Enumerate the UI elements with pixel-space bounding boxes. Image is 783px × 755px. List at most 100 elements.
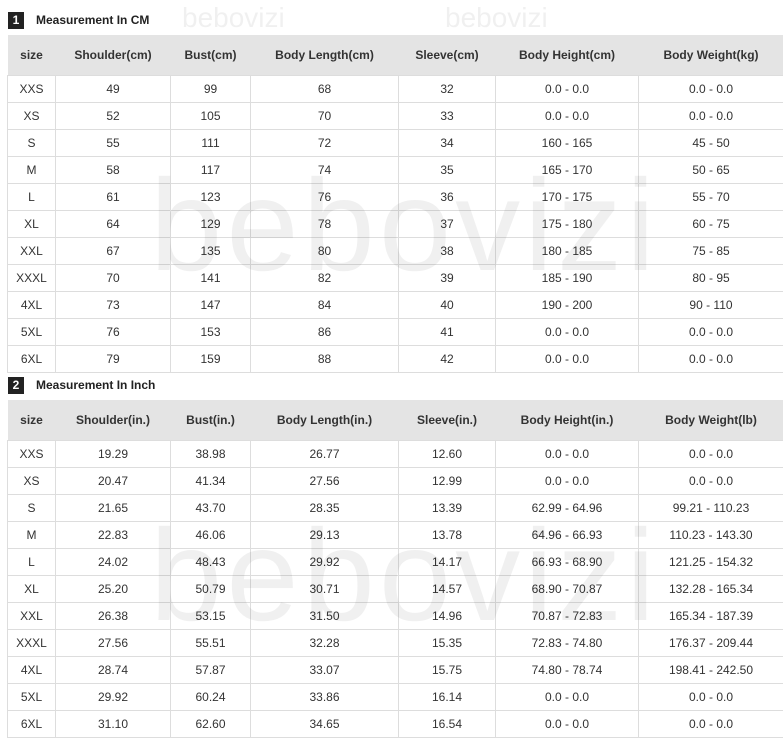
value-cell: 31.50 [250, 602, 399, 630]
column-header: size [7, 35, 56, 76]
size-cell: XL [7, 210, 56, 238]
value-cell: 33.86 [250, 683, 399, 711]
table-row: 6XL 31.10 62.60 34.65 16.54 0.0 - 0.0 0.0 - 0.… [7, 710, 783, 738]
value-cell: 27.56 [250, 467, 399, 495]
section-number: 1 [8, 11, 24, 29]
value-cell: 0.0 - 0.0 [495, 710, 639, 738]
value-cell: 66.93 - 68.90 [495, 548, 639, 576]
header-row: size Shoulder(cm) Bust(cm) Body Length(cm) S… [7, 35, 783, 76]
value-cell: 13.78 [398, 521, 496, 549]
size-cell: L [7, 548, 56, 576]
table-row: XL 25.20 50.79 30.71 14.57 68.90 - 70.87 132.2… [7, 575, 783, 603]
table-row: S 55 111 72 34 160 - 165 45 - 50 [7, 129, 783, 157]
column-header: Sleeve(in.) [398, 400, 496, 441]
value-cell: 34 [398, 129, 496, 157]
value-cell: 45 - 50 [638, 129, 783, 157]
value-cell: 13.39 [398, 494, 496, 522]
size-cell: 4XL [7, 656, 56, 684]
value-cell: 180 - 185 [495, 237, 639, 265]
size-cell: 6XL [7, 710, 56, 738]
value-cell: 175 - 180 [495, 210, 639, 238]
value-cell: 38 [398, 237, 496, 265]
value-cell: 62.99 - 64.96 [495, 494, 639, 522]
value-cell: 20.47 [55, 467, 171, 495]
value-cell: 14.17 [398, 548, 496, 576]
value-cell: 0.0 - 0.0 [495, 102, 639, 130]
size-cell: XL [7, 575, 56, 603]
column-header: Sleeve(cm) [398, 35, 496, 76]
value-cell: 28.35 [250, 494, 399, 522]
value-cell: 15.75 [398, 656, 496, 684]
value-cell: 15.35 [398, 629, 496, 657]
value-cell: 160 - 165 [495, 129, 639, 157]
column-header: Bust(cm) [170, 35, 251, 76]
value-cell: 19.29 [55, 440, 171, 468]
value-cell: 12.99 [398, 467, 496, 495]
value-cell: 0.0 - 0.0 [638, 467, 783, 495]
value-cell: 0.0 - 0.0 [495, 75, 639, 103]
value-cell: 50 - 65 [638, 156, 783, 184]
value-cell: 21.65 [55, 494, 171, 522]
value-cell: 64 [55, 210, 171, 238]
value-cell: 70 [55, 264, 171, 292]
value-cell: 99.21 - 110.23 [638, 494, 783, 522]
section-title-text: Measurement In Inch [36, 378, 156, 392]
value-cell: 153 [170, 318, 251, 346]
size-cell: XXL [7, 602, 56, 630]
value-cell: 68.90 - 70.87 [495, 575, 639, 603]
value-cell: 70.87 - 72.83 [495, 602, 639, 630]
column-header: Body Height(cm) [495, 35, 639, 76]
section-number: 2 [8, 376, 24, 394]
value-cell: 70 [250, 102, 399, 130]
value-cell: 84 [250, 291, 399, 319]
value-cell: 0.0 - 0.0 [495, 683, 639, 711]
table-row: XXXL 70 141 82 39 185 - 190 80 - 95 [7, 264, 783, 292]
value-cell: 0.0 - 0.0 [638, 345, 783, 373]
size-cell: 4XL [7, 291, 56, 319]
value-cell: 42 [398, 345, 496, 373]
value-cell: 52 [55, 102, 171, 130]
value-cell: 60 - 75 [638, 210, 783, 238]
value-cell: 117 [170, 156, 251, 184]
value-cell: 43.70 [170, 494, 251, 522]
value-cell: 198.41 - 242.50 [638, 656, 783, 684]
value-cell: 141 [170, 264, 251, 292]
value-cell: 24.02 [55, 548, 171, 576]
table-row: XXL 67 135 80 38 180 - 185 75 - 85 [7, 237, 783, 265]
value-cell: 76 [250, 183, 399, 211]
value-cell: 105 [170, 102, 251, 130]
value-cell: 50.79 [170, 575, 251, 603]
value-cell: 132.28 - 165.34 [638, 575, 783, 603]
size-cell: 5XL [7, 318, 56, 346]
value-cell: 68 [250, 75, 399, 103]
table-row: M 22.83 46.06 29.13 13.78 64.96 - 66.93 110.23… [7, 521, 783, 549]
value-cell: 0.0 - 0.0 [495, 467, 639, 495]
header-row: size Shoulder(in.) Bust(in.) Body Length(in… [7, 400, 783, 441]
value-cell: 29.92 [55, 683, 171, 711]
value-cell: 129 [170, 210, 251, 238]
value-cell: 26.38 [55, 602, 171, 630]
value-cell: 90 - 110 [638, 291, 783, 319]
value-cell: 61 [55, 183, 171, 211]
value-cell: 57.87 [170, 656, 251, 684]
value-cell: 165.34 - 187.39 [638, 602, 783, 630]
column-header: Body Weight(kg) [638, 35, 783, 76]
value-cell: 123 [170, 183, 251, 211]
value-cell: 79 [55, 345, 171, 373]
size-cell: S [7, 494, 56, 522]
value-cell: 58 [55, 156, 171, 184]
value-cell: 30.71 [250, 575, 399, 603]
value-cell: 0.0 - 0.0 [638, 440, 783, 468]
value-cell: 60.24 [170, 683, 251, 711]
value-cell: 40 [398, 291, 496, 319]
value-cell: 72.83 - 74.80 [495, 629, 639, 657]
value-cell: 72 [250, 129, 399, 157]
size-table-inch: size Shoulder(in.) Bust(in.) Body Length(in… [7, 400, 783, 738]
value-cell: 33.07 [250, 656, 399, 684]
value-cell: 111 [170, 129, 251, 157]
value-cell: 29.13 [250, 521, 399, 549]
value-cell: 41.34 [170, 467, 251, 495]
size-cell: M [7, 521, 56, 549]
value-cell: 14.96 [398, 602, 496, 630]
value-cell: 74 [250, 156, 399, 184]
